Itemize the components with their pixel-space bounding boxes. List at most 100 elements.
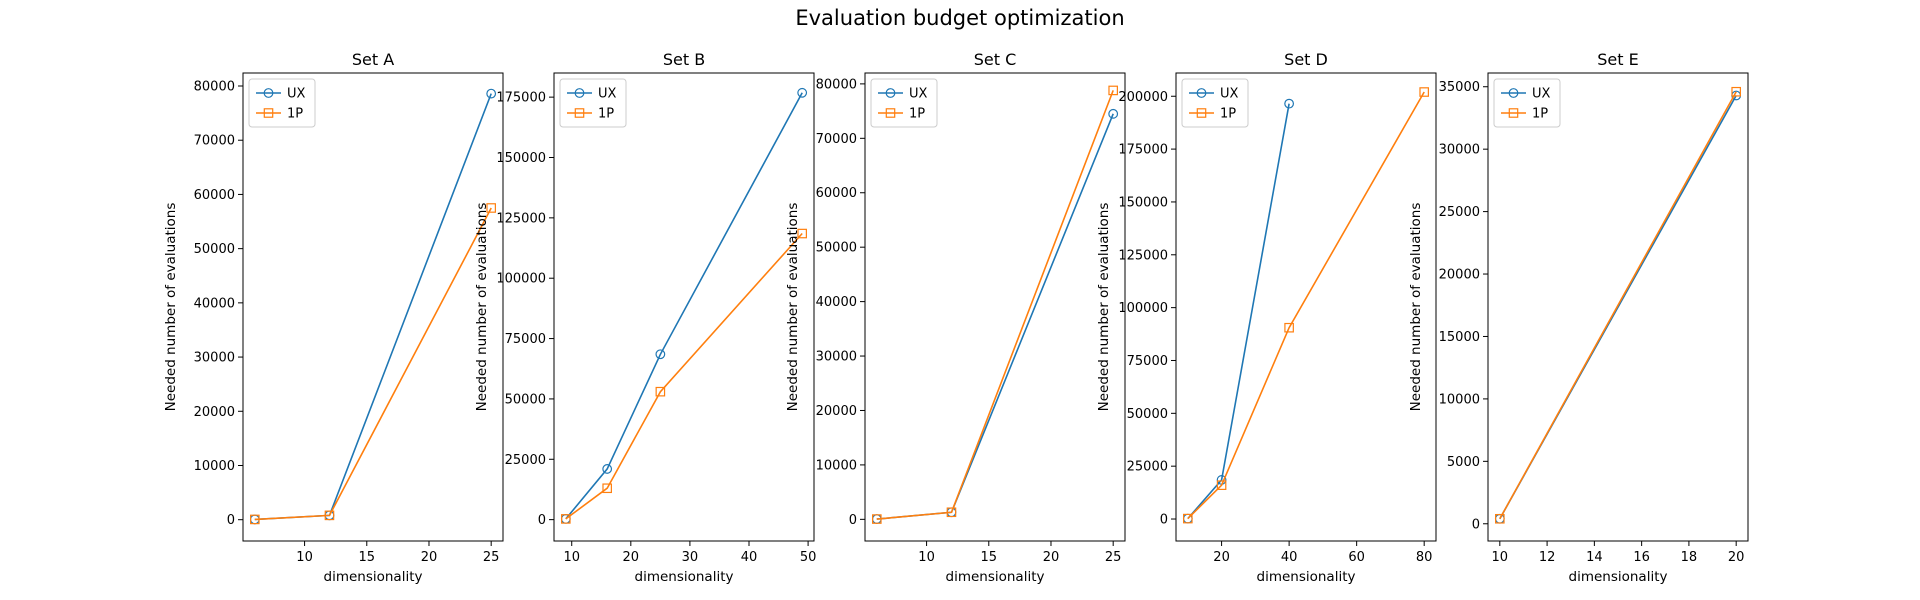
legend-label: UX (598, 87, 617, 102)
subplot-4: Set D 20 40 60 80 0 25000 50000 75000 100000 12500… (1096, 50, 1437, 585)
x-tick-label: 15 (359, 550, 376, 565)
axes-frame (1175, 72, 1437, 542)
axes-frame (242, 72, 504, 542)
legend-box (248, 78, 316, 128)
subplot-1: Set A 10 15 20 25 0 10000 20000 30000 40000 50000 6… (163, 50, 504, 585)
y-tick-label: 40000 (816, 295, 857, 310)
legend-label: UX (287, 87, 306, 102)
y-tick-label: 50000 (194, 242, 235, 257)
data-point (1495, 513, 1505, 524)
x-tick-label: 20 (421, 550, 438, 565)
x-axis-label: dimensionality (635, 569, 734, 585)
data-point (1731, 86, 1741, 97)
y-tick-label: 50000 (505, 392, 546, 407)
axes-frame (1487, 72, 1749, 542)
x-tick-label: 80 (1416, 550, 1433, 565)
x-tick-label: 20 (1728, 550, 1745, 565)
legend-marker (263, 108, 274, 118)
legend-label: 1P (287, 107, 303, 122)
legend-marker (574, 88, 585, 98)
legend-label: UX (1532, 87, 1551, 102)
y-tick-label: 30000 (1439, 143, 1480, 158)
data-point (872, 514, 882, 524)
data-point (1419, 87, 1429, 97)
x-axis-label: dimensionality (1257, 569, 1356, 585)
subplot-title: Set B (663, 50, 705, 69)
y-tick-label: 50000 (816, 241, 857, 256)
x-axis-label: dimensionality (1569, 569, 1668, 585)
axes-frame (864, 72, 1126, 542)
x-tick-label: 10 (1492, 550, 1509, 565)
x-tick-label: 40 (741, 550, 758, 565)
legend-marker (1196, 88, 1207, 98)
legend-label: 1P (909, 107, 925, 122)
x-tick-label: 10 (918, 550, 935, 565)
y-tick-label: 5000 (1447, 455, 1480, 470)
x-tick-label: 50 (800, 550, 817, 565)
data-point (797, 228, 807, 239)
y-tick-label: 70000 (194, 134, 235, 149)
x-tick-label: 40 (1281, 550, 1298, 565)
subplot-title: Set A (352, 50, 394, 69)
legend-marker (1508, 108, 1519, 118)
series-line (1499, 91, 1737, 520)
y-tick-label: 20000 (194, 405, 235, 420)
y-tick-label: 10000 (1439, 392, 1480, 407)
subplot-2: Set B 10 20 30 40 50 0 25000 50000 75000 100000 125… (474, 50, 816, 585)
x-tick-label: 25 (1105, 550, 1122, 565)
y-axis-label: Needed number of evaluations (785, 203, 801, 412)
data-point (1108, 85, 1118, 96)
data-point (1284, 98, 1295, 109)
y-tick-label: 0 (849, 513, 857, 528)
y-tick-label: 25000 (1127, 460, 1168, 475)
data-point (602, 464, 613, 474)
y-tick-label: 10000 (816, 458, 857, 473)
y-tick-label: 80000 (816, 77, 857, 92)
y-tick-label: 70000 (816, 132, 857, 147)
data-point (946, 507, 957, 518)
y-tick-label: 150000 (496, 151, 546, 166)
series-ux (249, 88, 497, 525)
legend-marker (1196, 108, 1207, 118)
y-tick-label: 0 (1472, 517, 1480, 532)
x-tick-label: 15 (981, 550, 998, 565)
series-1p (1495, 86, 1741, 524)
subplot-3: Set C 10 15 20 25 0 10000 20000 30000 40000 50000 6… (785, 50, 1126, 585)
data-point (324, 510, 335, 521)
data-point (486, 203, 496, 213)
series-ux (1182, 98, 1295, 524)
series-1p (1183, 87, 1429, 524)
data-point (1216, 480, 1227, 490)
y-tick-label: 20000 (1439, 268, 1480, 283)
data-point (655, 386, 666, 397)
series-1p (561, 228, 807, 524)
y-tick-label: 0 (1160, 513, 1168, 528)
x-tick-label: 18 (1681, 550, 1698, 565)
y-tick-label: 0 (538, 513, 546, 528)
legend-label: UX (1220, 87, 1239, 102)
x-tick-label: 10 (563, 550, 580, 565)
legend-label: 1P (598, 107, 614, 122)
legend-box (559, 78, 627, 128)
data-point (250, 514, 260, 525)
legend-marker (885, 88, 896, 98)
series-line (565, 232, 803, 520)
series-line (876, 90, 1114, 520)
subplot-title: Set D (1284, 50, 1328, 69)
y-tick-label: 125000 (1118, 248, 1168, 263)
x-tick-label: 20 (1213, 550, 1230, 565)
x-tick-label: 10 (296, 550, 313, 565)
y-tick-label: 150000 (1118, 195, 1168, 210)
y-tick-label: 25000 (505, 453, 546, 468)
x-tick-label: 25 (483, 550, 500, 565)
x-tick-label: 20 (1043, 550, 1060, 565)
x-tick-label: 20 (623, 550, 640, 565)
y-tick-label: 50000 (1127, 407, 1168, 422)
legend-box (1181, 78, 1249, 128)
y-tick-label: 80000 (194, 80, 235, 95)
y-tick-label: 20000 (816, 404, 857, 419)
y-tick-label: 35000 (1439, 80, 1480, 95)
data-point (1108, 108, 1119, 119)
x-axis-label: dimensionality (324, 569, 423, 585)
